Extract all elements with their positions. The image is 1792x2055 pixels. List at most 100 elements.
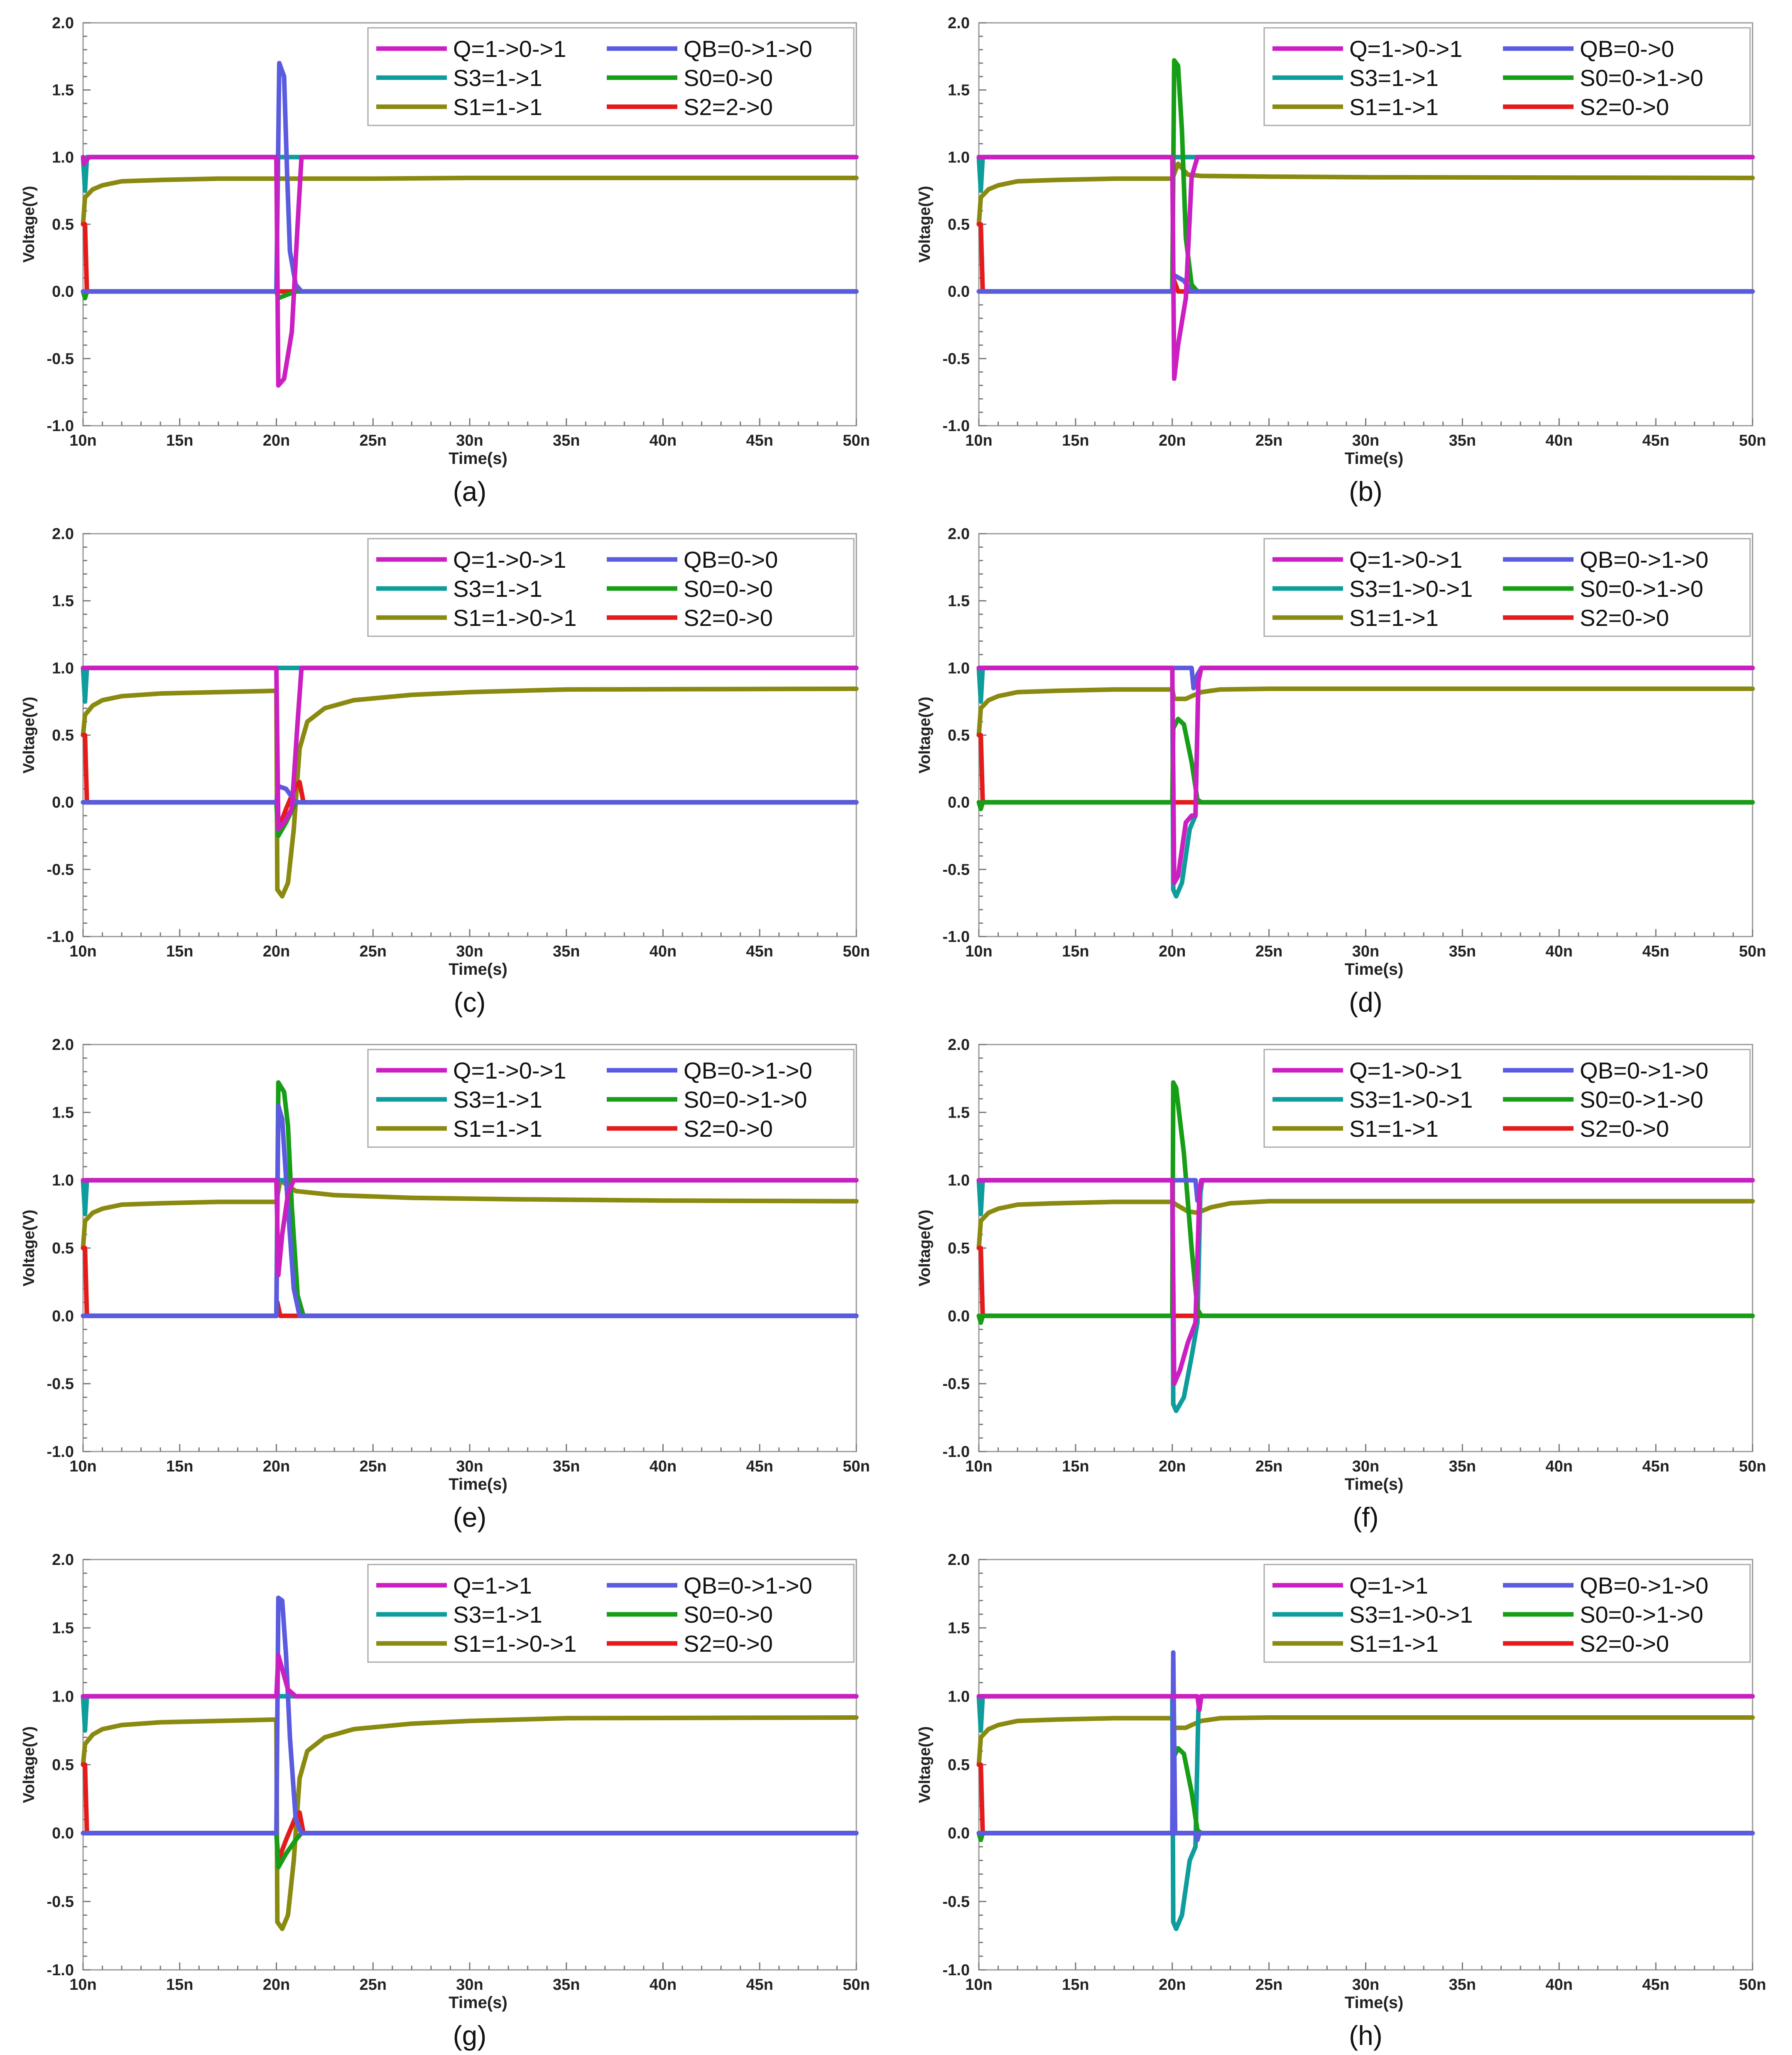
chart-panel: 2.0 1.5 1.0 0.5 0.0 -0.5 -1.0 10n 15n 20n 25n 30n 35… <box>0 1022 896 1537</box>
panel-caption: (b) <box>1349 476 1383 507</box>
y-tick-label: 0.5 <box>52 1756 74 1774</box>
y-axis-label: Voltage(V) <box>20 1726 38 1803</box>
legend-label: S1=1->1 <box>1349 1116 1439 1142</box>
x-tick-label: 15n <box>166 432 193 449</box>
panel-caption: (g) <box>453 2020 487 2051</box>
series-line-qb <box>81 1103 859 1318</box>
chart-panel: 2.0 1.5 1.0 0.5 0.0 -0.5 -1.0 10n 15n 20n 25n 30n 35… <box>896 0 1792 511</box>
y-tick-label: 0.5 <box>948 1756 970 1774</box>
y-tick-label: 1.5 <box>948 593 970 610</box>
y-tick-label: 0.0 <box>948 1307 970 1325</box>
x-tick-label: 25n <box>360 1976 387 1994</box>
x-tick-label: 45n <box>746 432 773 449</box>
legend-label: S2=0->0 <box>684 1631 773 1657</box>
series-line-qb <box>81 1595 859 1836</box>
x-tick-label: 30n <box>1352 943 1379 960</box>
y-tick-label: 0.0 <box>948 794 970 812</box>
x-tick-label: 10n <box>965 943 992 960</box>
y-tick-label: -0.5 <box>943 1893 970 1910</box>
y-tick-label: -0.5 <box>943 1376 970 1393</box>
y-tick-label: -0.5 <box>47 861 74 878</box>
y-tick-label: -1.0 <box>943 928 970 946</box>
legend-label: S1=1->1 <box>1349 94 1439 120</box>
y-tick-label: 0.0 <box>52 283 74 301</box>
y-tick-label: 0.5 <box>52 1240 74 1257</box>
y-tick-label: 1.5 <box>948 82 970 99</box>
chart-panel: 2.0 1.5 1.0 0.5 0.0 -0.5 -1.0 10n 15n 20n 25n 30n 35… <box>896 1022 1792 1537</box>
x-axis-label: Time(s) <box>1345 449 1404 468</box>
x-tick-label: 45n <box>746 1976 773 1994</box>
x-tick-label: 35n <box>1449 943 1476 960</box>
x-axis-label: Time(s) <box>449 449 507 468</box>
x-tick-label: 25n <box>360 432 387 449</box>
y-tick-label: -1.0 <box>47 928 74 946</box>
series-line-q <box>976 154 1755 381</box>
x-tick-label: 35n <box>1449 1458 1476 1475</box>
y-tick-label: 0.0 <box>948 1825 970 1842</box>
legend-label: S3=1->0->1 <box>1349 1086 1473 1113</box>
x-tick-label: 35n <box>553 1976 580 1994</box>
x-axis-label: Time(s) <box>449 1994 507 2012</box>
y-tick-label: 0.5 <box>948 1240 970 1257</box>
x-tick-label: 20n <box>1159 432 1186 449</box>
legend-label: S0=0->1->0 <box>1580 1086 1703 1113</box>
y-tick-label: -1.0 <box>47 1443 74 1461</box>
x-tick-label: 25n <box>360 1458 387 1475</box>
y-tick-label: 2.0 <box>948 15 970 32</box>
legend-label: QB=0->0 <box>684 547 778 573</box>
legend-label: S1=1->0->1 <box>453 1631 576 1657</box>
y-tick-label: 0.5 <box>52 216 74 233</box>
x-tick-label: 30n <box>456 1976 483 1994</box>
legend-label: S3=1->1 <box>453 65 542 91</box>
legend-label: Q=1->0->1 <box>453 1057 566 1084</box>
legend-label: QB=0->1->0 <box>1580 1057 1709 1084</box>
legend-label: S3=1->1 <box>1349 65 1439 91</box>
y-tick-label: -0.5 <box>943 861 970 878</box>
legend-label: S0=0->0 <box>684 65 773 91</box>
x-tick-label: 25n <box>1255 432 1282 449</box>
legend-label: S2=0->0 <box>1580 1631 1669 1657</box>
chart-panel: 2.0 1.5 1.0 0.5 0.0 -0.5 -1.0 10n 15n 20n 25n 30n 35… <box>896 1537 1792 2055</box>
x-tick-label: 20n <box>263 1458 290 1475</box>
x-tick-label: 30n <box>456 432 483 449</box>
x-tick-label: 20n <box>263 943 290 960</box>
legend-label: QB=0->1->0 <box>684 1057 812 1084</box>
x-tick-label: 40n <box>650 432 677 449</box>
y-tick-label: 0.0 <box>52 794 74 812</box>
y-tick-label: 1.0 <box>52 1172 74 1189</box>
x-tick-label: 35n <box>1449 1976 1476 1994</box>
x-tick-label: 15n <box>166 943 193 960</box>
x-tick-label: 45n <box>1642 432 1669 449</box>
y-tick-label: 2.0 <box>948 525 970 543</box>
x-tick-label: 40n <box>650 943 677 960</box>
chart-panel: 2.0 1.5 1.0 0.5 0.0 -0.5 -1.0 10n 15n 20n 25n 30n 35… <box>0 0 896 511</box>
y-tick-label: -1.0 <box>943 1443 970 1461</box>
y-tick-label: -0.5 <box>47 1376 74 1393</box>
x-tick-label: 20n <box>263 432 290 449</box>
x-tick-label: 40n <box>1546 432 1573 449</box>
x-tick-label: 15n <box>166 1458 193 1475</box>
x-tick-label: 45n <box>1642 1458 1669 1475</box>
x-tick-label: 15n <box>1062 1458 1089 1475</box>
y-axis-label: Voltage(V) <box>916 1726 934 1803</box>
x-tick-label: 15n <box>1062 1976 1089 1994</box>
y-tick-label: 1.0 <box>52 1688 74 1705</box>
x-tick-label: 25n <box>1255 1976 1282 1994</box>
legend-label: S2=0->0 <box>684 1116 773 1142</box>
legend-label: QB=0->0 <box>1580 36 1674 62</box>
x-tick-label: 50n <box>1739 1458 1766 1475</box>
legend-label: QB=0->1->0 <box>684 36 812 62</box>
x-tick-label: 10n <box>965 432 992 449</box>
y-tick-label: 1.0 <box>948 1172 970 1189</box>
legend-label: S0=0->1->0 <box>684 1086 807 1113</box>
y-tick-label: 2.0 <box>52 15 74 32</box>
y-tick-label: 1.5 <box>52 1620 74 1637</box>
y-axis-label: Voltage(V) <box>20 186 38 262</box>
x-tick-label: 15n <box>166 1976 193 1994</box>
y-tick-label: -0.5 <box>47 1893 74 1910</box>
series-line-qb <box>81 784 859 805</box>
